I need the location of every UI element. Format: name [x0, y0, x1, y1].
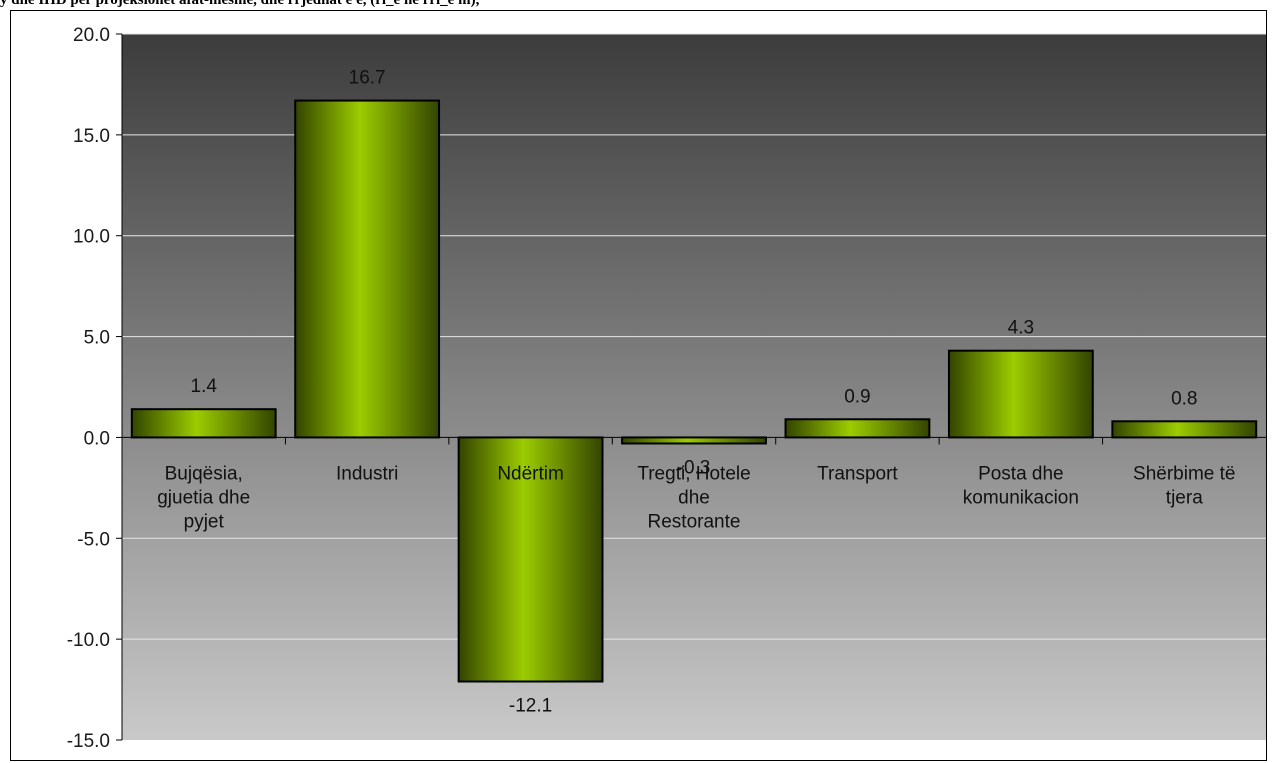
category-label: Transport: [817, 463, 898, 484]
page-caption: y dhe IHD per projeksionet afat-mesme, d…: [0, 0, 480, 8]
category-label-line: komunikacion: [963, 487, 1079, 508]
category-label-line: Restorante: [648, 511, 741, 532]
data-label: 0.9: [844, 386, 870, 407]
chart-frame: 20.0 15.0 10.0 5.0 0.0 -5.0 -10.0 -15.0 1.4 Bujq…: [10, 10, 1267, 761]
category-label-line: Transport: [817, 463, 898, 484]
category-label-line: Ndërtim: [497, 463, 564, 484]
bar: [294, 99, 441, 439]
data-label: 16.7: [349, 68, 386, 89]
bar-chart: 20.0 15.0 10.0 5.0 0.0 -5.0 -10.0 -15.0 1.4 Bujq…: [67, 25, 1266, 752]
data-label: 0.8: [1171, 388, 1197, 409]
y-tick-label: 0.0: [84, 428, 110, 449]
data-label: -0.3: [678, 457, 711, 478]
bar: [457, 436, 604, 683]
category-label-line: Shërbime të: [1133, 463, 1235, 484]
bar: [784, 418, 931, 439]
bar: [947, 349, 1094, 439]
category-label: Ndërtim: [497, 463, 564, 484]
category-label: Industri: [336, 463, 398, 484]
category-label: Shërbime të tjera: [1133, 463, 1235, 508]
category-label-line: Industri: [336, 463, 398, 484]
y-tick-label: 20.0: [73, 25, 110, 46]
y-tick-label: 10.0: [73, 227, 110, 248]
category-label: Posta dhe komunikacion: [963, 463, 1079, 508]
category-label-line: Tregti, Hotele: [637, 463, 750, 484]
bar: [621, 436, 767, 445]
data-label: 4.3: [1008, 318, 1034, 339]
zero-axis: [122, 436, 1266, 445]
category-label-line: dhe: [678, 487, 710, 508]
y-tick-label: -15.0: [67, 731, 110, 752]
category-label-line: tjera: [1166, 487, 1203, 508]
bar: [1111, 420, 1258, 439]
category-label-line: Bujqësia,: [165, 463, 243, 484]
bars: [130, 99, 1258, 683]
category-label-line: gjuetia dhe: [157, 487, 250, 508]
labels: 1.4 Bujqësia, gjuetia dhe pyjet 16.7 Industri…: [157, 68, 1235, 717]
y-tick-label: -5.0: [77, 529, 110, 550]
data-label: -12.1: [509, 696, 552, 717]
y-tick-label: 15.0: [73, 126, 110, 147]
data-label: 1.4: [191, 376, 218, 397]
y-axis: 20.0 15.0 10.0 5.0 0.0 -5.0 -10.0 -15.0: [67, 25, 123, 752]
bar: [130, 408, 277, 439]
plot-area: [122, 34, 1266, 740]
y-tick-label: -10.0: [67, 630, 110, 651]
category-label-line: Posta dhe: [978, 463, 1064, 484]
category-label: Bujqësia, gjuetia dhe pyjet: [157, 463, 250, 532]
category-label-line: pyjet: [184, 511, 225, 532]
y-tick-label: 5.0: [84, 328, 110, 349]
category-label: Tregti, Hotele dhe Restorante: [637, 463, 750, 532]
